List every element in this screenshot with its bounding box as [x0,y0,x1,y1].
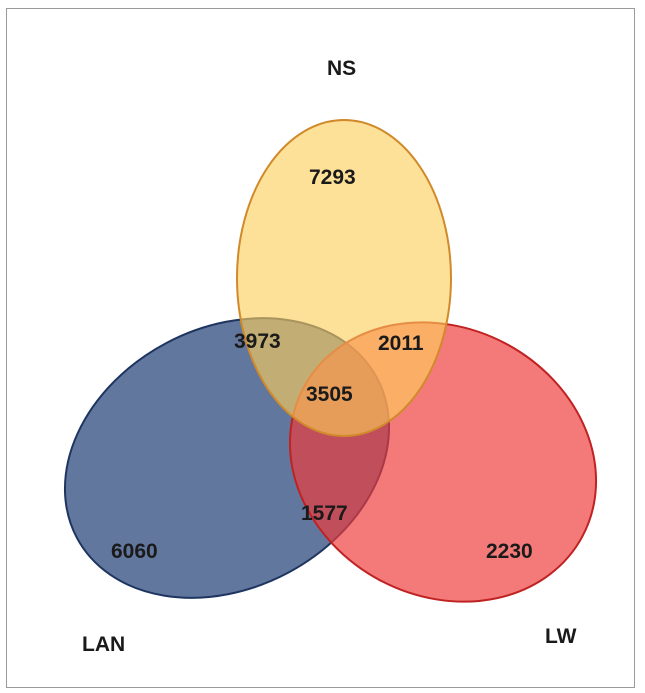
ns-set-ellipse [236,119,452,437]
ns-only-count: 7293 [309,166,356,189]
ns-set-label: NS [327,57,356,80]
ns-lw-count: 2011 [378,332,424,355]
lw-set-label: LW [545,625,577,648]
lan-lw-count: 1577 [301,502,348,525]
ns-lan-count: 3973 [234,330,281,353]
lan-set-label: LAN [82,633,125,656]
lan-only-count: 6060 [111,540,158,563]
all-three-count: 3505 [306,383,353,406]
lw-only-count: 2230 [486,540,533,563]
